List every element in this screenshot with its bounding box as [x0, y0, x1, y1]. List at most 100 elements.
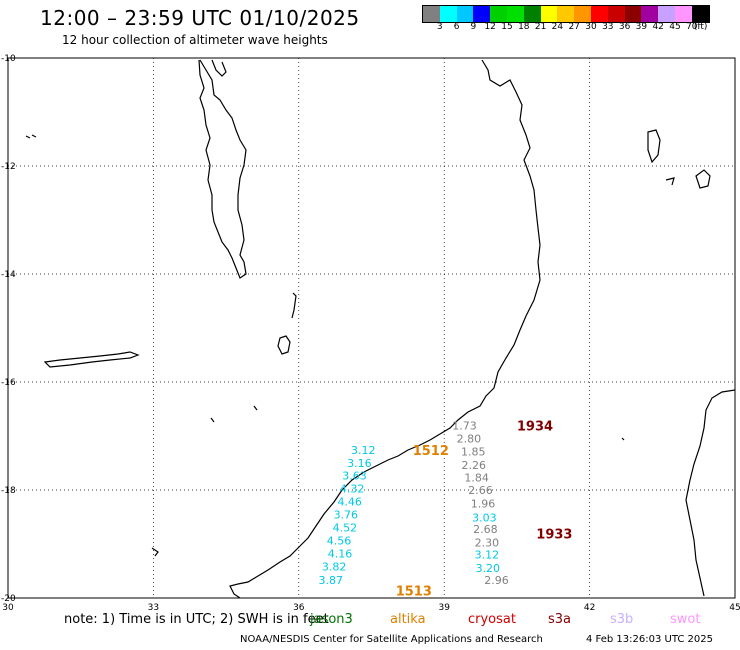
wave-height-label: 4.16	[328, 548, 353, 561]
colorbar-label: 33	[602, 22, 614, 32]
pass-label: 1512	[413, 444, 449, 459]
colorbar-label: 27	[568, 22, 580, 32]
legend-item-cryosat: cryosat	[468, 612, 516, 627]
colorbar-label: 12	[484, 22, 496, 32]
colorbar-swatch	[658, 6, 675, 22]
graticule	[8, 58, 735, 598]
wave-height-label: 4.32	[340, 483, 365, 496]
y-tick-label: -10	[1, 54, 16, 64]
legend-item-s3b: s3b	[610, 612, 634, 627]
colorbar-swatch	[456, 6, 474, 22]
small-feature-1	[25, 134, 37, 139]
colorbar-label: 70	[686, 22, 698, 32]
wave-height-label: 1.96	[471, 497, 496, 510]
small-feature-2	[291, 292, 297, 319]
coastline	[25, 59, 736, 599]
legend-item-s3a: s3a	[548, 612, 572, 627]
colorbar-label: 36	[618, 22, 631, 32]
wave-height-label: 3.12	[475, 549, 500, 562]
comoros-island-1	[647, 129, 661, 164]
x-tick-label: 42	[584, 603, 595, 613]
colorbar-swatch	[540, 6, 558, 22]
y-tick-label: -20	[1, 594, 16, 604]
colorbar-swatch	[674, 6, 692, 22]
credit-text: NOAA/NESDIS Center for Satellite Applica…	[240, 634, 543, 645]
wave-height-label: 4.46	[337, 496, 362, 509]
wave-height-label: 2.96	[484, 574, 509, 587]
colorbar-label: (ft)	[693, 22, 708, 32]
wave-height-label: 2.80	[457, 432, 482, 445]
wave-height-colorbar	[422, 5, 710, 23]
colorbar-label: 30	[585, 22, 597, 32]
small-feature-5	[151, 547, 159, 557]
wave-height-label: 2.30	[475, 537, 500, 550]
comoros-island-3	[665, 177, 675, 186]
wave-height-label: 2.26	[462, 459, 487, 472]
y-tick-label: -16	[1, 378, 16, 388]
y-tick-label: -14	[1, 270, 16, 280]
wave-height-label: 3.87	[319, 574, 344, 587]
colorbar-swatch	[607, 6, 625, 22]
colorbar-label: 39	[635, 22, 648, 32]
y-tick-label: -12	[1, 162, 16, 172]
colorbar-label: 45	[669, 22, 681, 32]
x-tick-label: 39	[438, 603, 450, 613]
plot-frame	[7, 57, 736, 599]
wave-height-label: 1.73	[452, 420, 477, 433]
x-tick-label: 36	[293, 603, 305, 613]
wave-height-label: 4.52	[333, 522, 358, 535]
colorbar-label: 21	[534, 22, 547, 32]
wave-height-label: 3.82	[322, 560, 347, 573]
wave-height-label: 3.16	[347, 457, 372, 470]
colorbar-swatch	[590, 6, 608, 22]
comoros-island-2	[695, 169, 711, 189]
pass-time-labels: 1934 1512 1933 1513	[396, 420, 573, 600]
colorbar-label: 3	[436, 22, 443, 32]
lake-malawi-outline	[198, 59, 247, 279]
wave-height-label: 3.12	[351, 444, 376, 457]
colorbar-swatch	[490, 6, 507, 22]
wave-height-label: 2.68	[473, 523, 498, 536]
pass-label: 1513	[396, 584, 432, 599]
x-tick-label: 30	[2, 603, 14, 613]
colorbar-swatch	[641, 6, 659, 22]
colorbar-swatch	[574, 6, 591, 22]
wave-height-label: 3.03	[472, 511, 497, 524]
wave-height-label: 3.76	[334, 509, 359, 522]
pass-label: 1934	[517, 420, 553, 435]
wave-height-label: 1.84	[464, 471, 489, 484]
wave-height-label: 4.56	[327, 535, 352, 548]
colorbar-swatch	[473, 6, 491, 22]
small-feature-3	[253, 405, 258, 411]
page-title: 12:00 – 23:59 UTC 01/10/2025	[40, 6, 360, 30]
lake-kariba-outline	[43, 351, 140, 368]
colorbar-label: 15	[501, 22, 513, 32]
small-feature-6	[621, 437, 625, 441]
mozambique-coastline	[229, 59, 541, 599]
colorbar-swatch	[439, 6, 457, 22]
colorbar-swatch	[624, 6, 642, 22]
colorbar-label: 9	[470, 22, 477, 32]
wave-height-label: 3.63	[342, 470, 367, 483]
colorbar-label: 6	[453, 22, 460, 32]
x-tick-label: 45	[729, 603, 740, 613]
x-tick-label: 33	[148, 603, 159, 613]
colorbar-swatch	[506, 6, 524, 22]
colorbar-swatch	[523, 6, 541, 22]
lake-malawi-east-shore	[211, 59, 227, 77]
wave-height-label: 1.85	[461, 445, 486, 458]
colorbar-label: 18	[518, 22, 530, 32]
colorbar-label: 42	[652, 22, 664, 32]
footer-note: note: 1) Time is in UTC; 2) SWH is in fe…	[64, 612, 329, 627]
colorbar-swatch	[557, 6, 575, 22]
colorbar-swatch	[423, 6, 440, 22]
colorbar-swatch	[691, 6, 709, 22]
legend-item-swot: swot	[670, 612, 701, 627]
wave-height-label: 2.66	[468, 484, 493, 497]
colorbar-label: 24	[551, 22, 564, 32]
legend-item-jason3: jason3	[310, 612, 353, 627]
y-tick-label: -18	[1, 486, 16, 496]
page-subtitle: 12 hour collection of altimeter wave hei…	[62, 33, 328, 47]
small-feature-4	[210, 417, 215, 423]
